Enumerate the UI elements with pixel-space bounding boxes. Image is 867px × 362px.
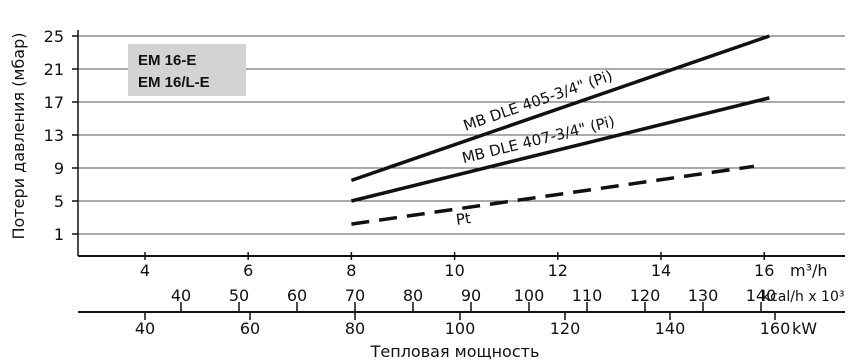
x-tick-label-m3h: 14 (651, 261, 671, 280)
series-line (350, 96, 770, 203)
x-tick-label-kcal: 110 (572, 286, 603, 305)
y-tick-label: 9 (54, 159, 64, 178)
x-tick-label-kcal: 140 (746, 286, 777, 305)
y-axis-title: Потери давления (мбар) (9, 33, 28, 240)
x-tick-label-kw: 40 (135, 319, 155, 338)
x-tick-label-m3h: 8 (346, 261, 356, 280)
x-tick-label-m3h: 10 (444, 261, 464, 280)
x-tick-label-kw: 80 (345, 319, 365, 338)
x-axis-title: Тепловая мощность (370, 342, 540, 361)
x-tick-label-kw: 60 (240, 319, 260, 338)
x-tick-label-kcal: 90 (461, 286, 481, 305)
x-tick-label-m3h: 12 (548, 261, 568, 280)
x-tick-label-kcal: 40 (171, 286, 191, 305)
model-label: EM 16-E (138, 52, 196, 69)
x-tick-label-kw: 160 (760, 319, 791, 338)
x-tick-label-m3h: 4 (140, 261, 150, 280)
x-tick-label-kcal: 120 (630, 286, 661, 305)
x-tick-label-kw: 120 (550, 319, 581, 338)
x-tick-label-kcal: 60 (287, 286, 307, 305)
x-tick-label-kw: 100 (445, 319, 476, 338)
x-unit-kcal: kcal/h x 10³ (762, 289, 844, 305)
x-tick-label-kcal: 70 (345, 286, 365, 305)
x-tick-label-m3h: 16 (754, 261, 774, 280)
x-tick-label-kcal: 50 (229, 286, 249, 305)
x-tick-label-m3h: 6 (243, 261, 253, 280)
x-unit-kw: kW (792, 319, 817, 338)
x-tick-label-kcal: 80 (403, 286, 423, 305)
y-tick-label: 13 (44, 126, 64, 145)
y-tick-label: 1 (54, 225, 64, 244)
x-axes: 4 6 8 10 12 14 16 m³/h40 50 60 70 80 90 100 110 120 130 1… (78, 252, 845, 361)
y-tick-label: 17 (44, 93, 64, 112)
series-label: Pt (455, 209, 472, 229)
x-unit-m3h: m³/h (790, 261, 828, 280)
model-label: EM 16/L-E (138, 74, 210, 91)
y-tick-label: 21 (44, 60, 64, 79)
y-tick-label: 25 (44, 27, 64, 46)
series-line (351, 164, 755, 226)
y-tick-label: 5 (54, 192, 64, 211)
series-group (350, 34, 770, 226)
model-label-box (128, 44, 246, 96)
series-line (350, 34, 770, 183)
x-tick-label-kcal: 100 (514, 286, 545, 305)
y-axis: 1 5 9 13 17 21 25 Потери давления (мбар) (9, 27, 79, 256)
x-tick-label-kw: 140 (655, 319, 686, 338)
x-tick-label-kcal: 130 (688, 286, 719, 305)
